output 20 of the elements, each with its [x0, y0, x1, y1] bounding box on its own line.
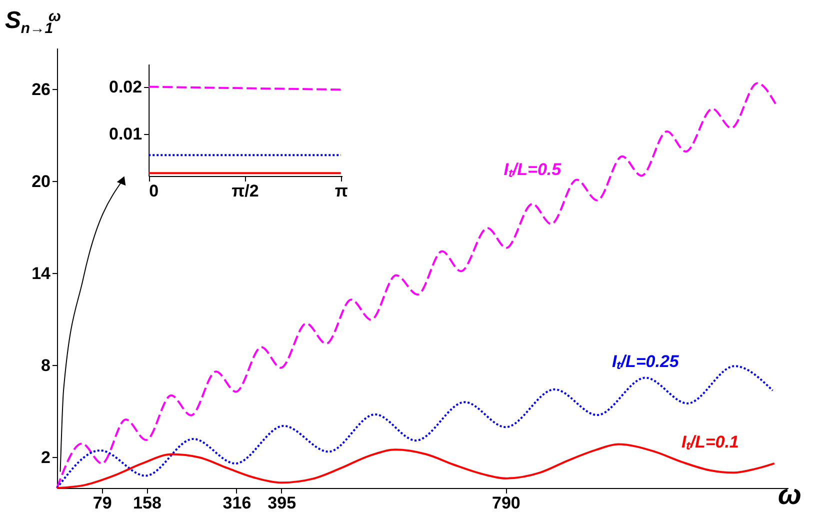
- x-tick-label: 79: [92, 494, 112, 512]
- x-tick-label: 0: [149, 182, 159, 200]
- y-tick-label: 0.01: [109, 124, 142, 144]
- x-axis-title: ω: [778, 479, 802, 510]
- x-tick-label: 395: [268, 494, 296, 512]
- line-series: [56, 82, 777, 489]
- x-tick-label: π: [334, 182, 348, 200]
- y-tick-label: 14: [32, 264, 52, 283]
- y-tick-label: 8: [41, 356, 50, 375]
- y-tick-label: 26: [32, 80, 50, 99]
- x-tick-label: 790: [492, 494, 520, 512]
- series-label: Iₜ/L=0.5: [504, 160, 562, 179]
- x-tick-label: π/2: [232, 182, 259, 200]
- x-tick-label: 158: [133, 494, 162, 512]
- y-tick-label: 0.02: [109, 77, 142, 96]
- x-tick-label: 316: [222, 494, 252, 512]
- series-label: Iₜ/L=0.25: [612, 352, 680, 371]
- y-tick-label: 2: [41, 448, 50, 467]
- series-label: Iₜ/L=0.1: [681, 432, 739, 452]
- y-tick-label: 20: [32, 172, 50, 191]
